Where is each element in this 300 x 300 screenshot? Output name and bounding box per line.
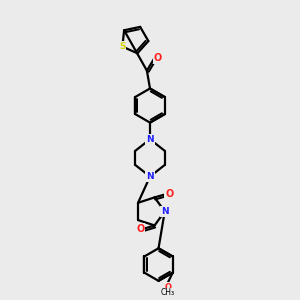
Text: CH₃: CH₃ [161, 288, 175, 297]
Text: N: N [146, 172, 154, 181]
Text: N: N [146, 135, 154, 144]
Text: N: N [161, 207, 169, 216]
Text: O: O [164, 283, 172, 292]
Text: O: O [165, 189, 173, 199]
Text: S: S [119, 42, 126, 51]
Text: O: O [154, 53, 162, 63]
Text: O: O [136, 224, 145, 233]
